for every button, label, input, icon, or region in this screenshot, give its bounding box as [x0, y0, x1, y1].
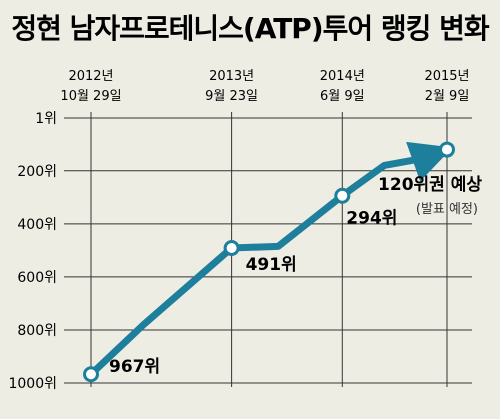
- chart-title: 정현 남자프로테니스(ATP)투어 랭킹 변화: [11, 12, 490, 45]
- date-label-day: 6월 9일: [320, 89, 365, 104]
- y-tick-label: 400위: [17, 217, 57, 233]
- forecast-annotation: 120위권 예상: [378, 175, 482, 195]
- data-point-marker: [223, 239, 240, 256]
- data-point-marker: [83, 366, 99, 383]
- date-label-year: 2013년: [209, 69, 254, 84]
- y-tick-label: 200위: [17, 164, 57, 180]
- forecast-note: (발표 예정): [416, 202, 478, 217]
- date-label-year: 2012년: [68, 69, 113, 84]
- date-labels: 2012년 10월 29일 2013년 9월 23일 2014년 6월 9일 2015년 2월…: [60, 69, 469, 104]
- date-label-day: 10월 29일: [60, 89, 121, 104]
- date-label-day: 2월 9일: [425, 89, 470, 104]
- y-tick-label: 600위: [17, 270, 57, 286]
- y-tick-label: 1000위: [8, 376, 57, 392]
- grid: [64, 112, 472, 387]
- data-label: 294위: [346, 209, 397, 229]
- ranking-line: [87, 141, 453, 378]
- y-axis: 1위 200위 400위 600위 800위 1000위: [8, 111, 57, 392]
- data-label: 491위: [246, 255, 297, 275]
- date-label-year: 2014년: [320, 69, 365, 84]
- data-point-marker: [439, 141, 455, 158]
- y-tick-label: 800위: [17, 323, 57, 339]
- data-label: 967위: [109, 357, 160, 377]
- date-label-year: 2015년: [424, 69, 469, 84]
- date-label-day: 9월 23일: [205, 89, 258, 104]
- series-line: [87, 141, 453, 378]
- data-point-marker: [334, 187, 351, 204]
- point-labels: 967위 491위 294위: [109, 209, 397, 378]
- y-tick-label: 1위: [35, 111, 57, 127]
- data-points: [83, 141, 455, 383]
